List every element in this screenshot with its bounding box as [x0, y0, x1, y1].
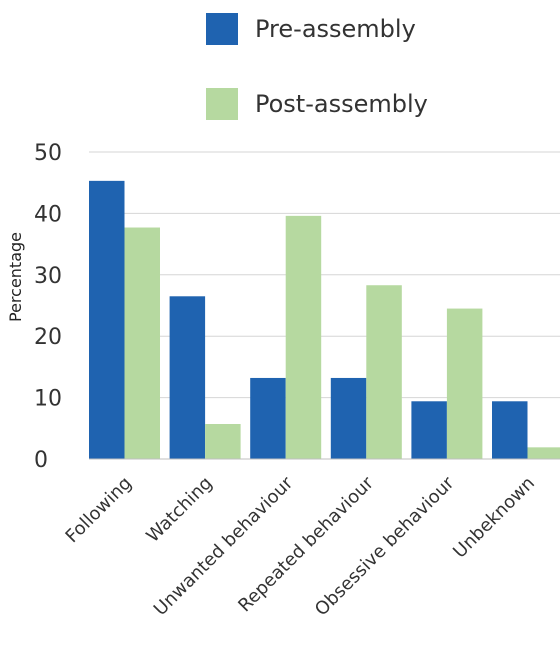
- legend: Pre-assembly Post-assembly: [206, 13, 428, 120]
- y-axis-ticks: 0 10 20 30 40 50: [34, 141, 62, 473]
- bar-pre-assembly: [330, 377, 367, 459]
- bar-pre-assembly: [169, 296, 206, 459]
- legend-label-post-assembly: Post-assembly: [255, 90, 428, 118]
- bar-pre-assembly: [492, 401, 528, 459]
- x-tick-label: Following: [62, 473, 136, 547]
- bar-post-assembly: [446, 308, 483, 459]
- legend-swatch-post-assembly: [206, 88, 238, 120]
- x-tick-label: Unbeknown: [449, 473, 539, 563]
- x-tick-label: Obsessive behaviour: [311, 472, 459, 620]
- bar-post-assembly: [124, 227, 160, 459]
- x-tick-label: Watching: [142, 473, 216, 547]
- bar-pre-assembly: [89, 180, 125, 459]
- bar-pre-assembly: [250, 377, 286, 459]
- y-axis-title: Percentage: [6, 232, 25, 322]
- y-tick-label: 0: [34, 448, 48, 473]
- y-tick-label: 50: [34, 141, 62, 166]
- bar-post-assembly: [527, 447, 560, 459]
- bar-post-assembly: [366, 285, 402, 459]
- bar-post-assembly: [205, 424, 241, 459]
- x-tick-label: Unwanted behaviour: [150, 472, 298, 620]
- bars: [89, 180, 560, 459]
- legend-label-pre-assembly: Pre-assembly: [255, 15, 416, 43]
- y-tick-label: 20: [34, 325, 62, 350]
- y-tick-label: 40: [34, 202, 62, 227]
- legend-swatch-pre-assembly: [206, 13, 238, 45]
- bar-post-assembly: [285, 215, 322, 459]
- y-tick-label: 30: [34, 264, 62, 289]
- y-tick-label: 10: [34, 387, 62, 412]
- x-tick-label: Repeated behaviour: [234, 472, 378, 616]
- bar-pre-assembly: [411, 401, 447, 459]
